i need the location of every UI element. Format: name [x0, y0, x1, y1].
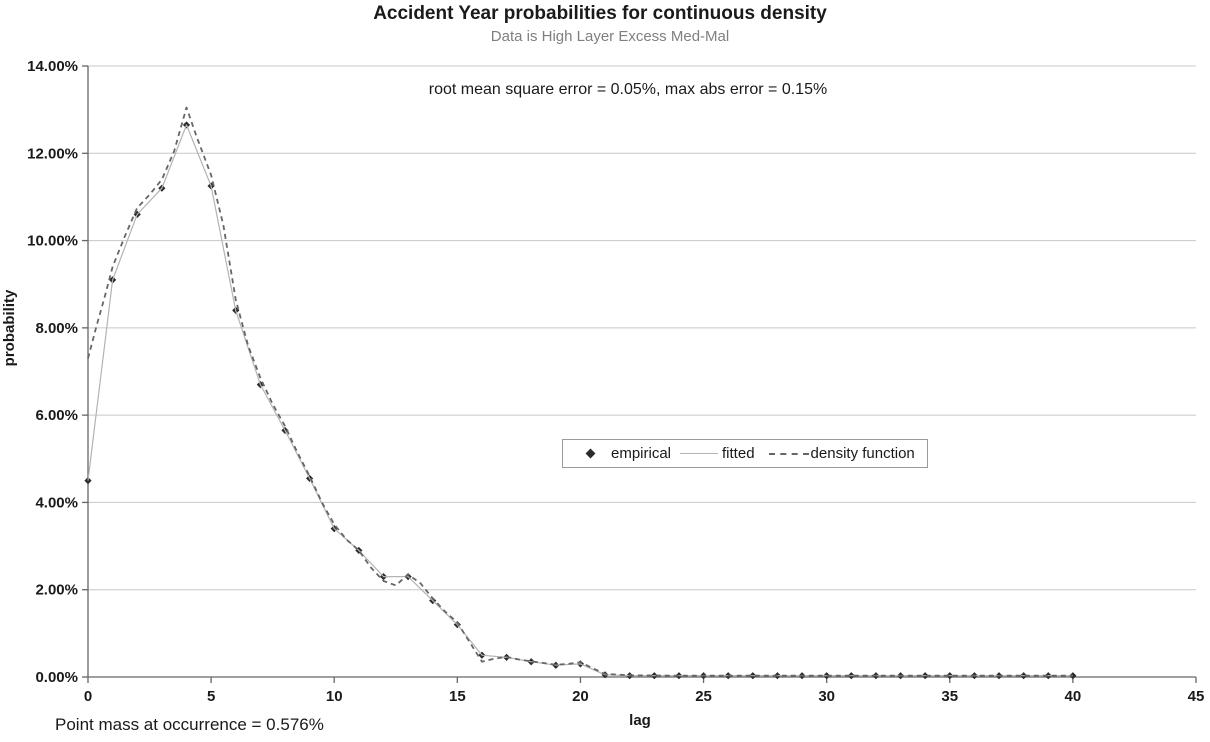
point-mass-note: Point mass at occurrence = 0.576% [55, 715, 324, 734]
fitted-line-icon [680, 453, 719, 454]
x-tick-label: 30 [818, 688, 835, 705]
x-tick-label: 10 [326, 688, 343, 705]
empirical-diamond-icon [585, 448, 596, 459]
y-tick-label: 8.00% [35, 320, 78, 337]
x-tick-label: 25 [695, 688, 712, 705]
x-tick-label: 5 [207, 688, 215, 705]
legend-label-empirical: empirical [611, 445, 672, 462]
series-fitted [87, 124, 1073, 677]
x-tick-label: 40 [1065, 688, 1082, 705]
x-tick-label: 15 [449, 688, 466, 705]
legend: empirical fitted density function [562, 439, 928, 468]
legend-label-fitted: fitted [722, 445, 755, 462]
y-tick-label: 12.00% [27, 145, 78, 162]
chart-title: Accident Year probabilities for continuo… [373, 3, 827, 24]
x-tick-label: 45 [1188, 688, 1205, 705]
x-tick-label: 35 [941, 688, 958, 705]
y-axis-label: probability [1, 289, 18, 367]
x-tick-label: 0 [84, 688, 92, 705]
x-axis-label: lag [629, 712, 651, 729]
series-density-function [87, 106, 1073, 677]
y-tick-label: 4.00% [35, 494, 78, 511]
x-tick-label: 20 [572, 688, 589, 705]
error-annotation: root mean square error = 0.05%, max abs … [428, 81, 828, 98]
y-tick-label: 6.00% [35, 407, 78, 424]
y-tick-label: 14.00% [27, 58, 78, 75]
y-tick-label: 10.00% [27, 233, 78, 250]
legend-label-density: density function [810, 445, 915, 462]
y-tick-label: 0.00% [35, 669, 78, 686]
y-tick-label: 2.00% [35, 582, 78, 599]
empirical-point [84, 477, 92, 485]
chart-subtitle: Data is High Layer Excess Med-Mal [490, 28, 730, 45]
density-dash-icon [768, 452, 809, 455]
